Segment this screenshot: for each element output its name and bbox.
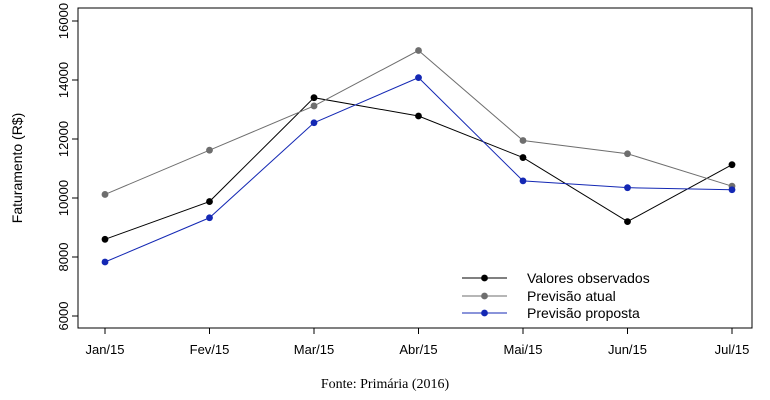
data-point (519, 154, 527, 161)
x-tick-label: Jul/15 (715, 342, 750, 357)
y-tick-label: 12000 (56, 121, 71, 157)
legend-swatch-point (481, 292, 488, 300)
data-point (624, 184, 631, 192)
plot-frame (77, 7, 753, 329)
data-point (101, 235, 109, 243)
x-tick-label: Abr/15 (399, 342, 437, 357)
legend-label: Previsão atual (527, 288, 616, 304)
data-point (206, 214, 213, 222)
legend-label: Previsão proposta (527, 305, 640, 321)
data-point (728, 186, 736, 194)
data-point (415, 74, 422, 82)
y-tick-label: 16000 (56, 3, 71, 39)
data-point (624, 150, 631, 158)
axes: Jan/15 Fev/15 Mar/15 Abr/15 Mai/15 Jun/15 Jul/… (56, 3, 749, 357)
y-tick-label: 8000 (56, 243, 71, 272)
data-point (728, 161, 736, 169)
data-point (415, 112, 422, 120)
series-points (101, 47, 736, 266)
series-line (104, 49, 733, 195)
legend: Valores observados Previsão atualPrevisão… (462, 270, 650, 321)
plot-area (77, 7, 753, 329)
data-point (101, 258, 109, 266)
data-point (310, 102, 318, 110)
data-point (206, 198, 213, 205)
data-point (310, 119, 318, 127)
y-tick-label: 6000 (56, 302, 71, 331)
data-point (310, 94, 318, 102)
x-tick-label: Jun/15 (608, 342, 647, 357)
data-point (519, 177, 527, 185)
series-lines (104, 49, 733, 263)
data-point (519, 137, 527, 144)
data-point (415, 47, 422, 54)
legend-label: Valores observados (527, 270, 650, 286)
y-tick-label: 14000 (56, 62, 71, 98)
x-tick-label: Mar/15 (294, 342, 334, 357)
source-note: Fonte: Primária (2016) (321, 377, 450, 392)
x-tick-label: Jan/15 (85, 342, 124, 357)
series-line (104, 77, 733, 263)
x-tick-label: Fev/15 (190, 342, 230, 357)
legend-swatch-point (481, 309, 488, 317)
x-tick-label: Mai/15 (503, 342, 542, 357)
y-tick-label: 10000 (56, 180, 71, 216)
legend-swatch-point (481, 274, 488, 282)
data-point (624, 218, 631, 226)
data-point (101, 191, 109, 198)
y-axis-title: Faturamento (R$) (9, 113, 25, 223)
data-point (206, 146, 213, 154)
